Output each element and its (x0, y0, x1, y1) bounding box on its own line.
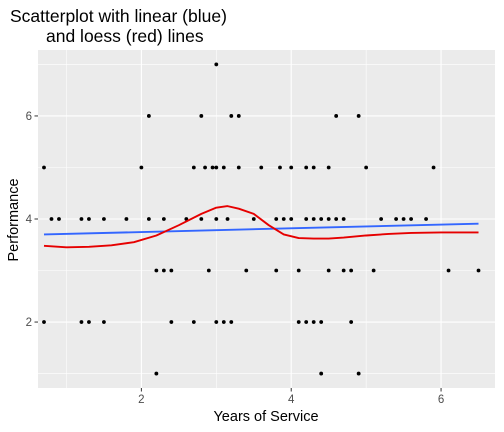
data-point (371, 268, 376, 273)
chart-title-line-2: and loess (red) lines (46, 26, 204, 46)
data-point (296, 268, 301, 273)
data-point (311, 217, 316, 221)
data-point (431, 165, 436, 170)
data-point (304, 165, 309, 170)
data-point (79, 320, 84, 324)
data-point (326, 268, 331, 273)
data-point (139, 165, 144, 170)
y-tick-label: 6 (26, 111, 32, 123)
data-point (102, 320, 106, 324)
data-point (311, 165, 316, 170)
data-point (79, 217, 84, 221)
trend-lines (43, 205, 479, 249)
data-point (326, 217, 331, 221)
data-point (87, 217, 91, 221)
data-point (42, 165, 46, 170)
data-point (191, 165, 196, 170)
x-tick-label: 2 (138, 394, 144, 406)
data-point (146, 114, 151, 118)
data-point (281, 217, 286, 221)
x-tick-label: 4 (288, 394, 295, 406)
data-point (236, 114, 241, 118)
data-point (161, 268, 166, 273)
data-point (161, 217, 166, 221)
data-point (341, 268, 346, 273)
data-point (319, 320, 324, 324)
major-gridlines (38, 50, 495, 388)
y-axis-title: Performance (6, 178, 22, 261)
data-point (274, 217, 279, 221)
data-point (102, 217, 106, 221)
data-point (154, 371, 159, 376)
data-point (229, 320, 234, 324)
data-point (274, 268, 279, 273)
data-point (199, 114, 204, 118)
data-point (49, 217, 54, 221)
loess-line (43, 205, 479, 249)
chart-title-line-1: Scatterplot with linear (blue) (10, 6, 227, 26)
data-point (57, 217, 61, 221)
data-point (304, 217, 309, 221)
data-point (349, 320, 354, 324)
data-point (124, 217, 129, 221)
data-point (210, 165, 215, 170)
data-point (146, 217, 151, 221)
data-point (319, 371, 324, 376)
data-point (401, 217, 406, 221)
data-point (214, 62, 219, 67)
data-point (221, 165, 226, 170)
data-point (229, 114, 234, 118)
x-axis: 2 4 6 (138, 388, 444, 406)
data-point (244, 268, 249, 273)
x-tick-label: 6 (438, 394, 444, 406)
data-point (349, 268, 354, 273)
data-point (356, 371, 361, 376)
y-tick-label: 2 (26, 317, 32, 329)
data-points (42, 62, 481, 376)
data-point (154, 268, 159, 273)
data-point (319, 217, 324, 221)
data-point (236, 165, 241, 170)
data-point (203, 165, 207, 170)
data-point (278, 165, 282, 170)
data-point (326, 165, 331, 170)
data-point (221, 320, 226, 324)
data-point (334, 114, 339, 118)
data-point (206, 268, 211, 273)
x-axis-title: Years of Service (213, 409, 318, 425)
data-point (214, 217, 219, 221)
data-point (87, 320, 91, 324)
data-point (379, 217, 384, 221)
data-point (394, 217, 399, 221)
data-point (476, 268, 481, 273)
data-point (424, 217, 428, 221)
data-point (289, 165, 294, 170)
data-point (169, 320, 174, 324)
data-point (42, 320, 46, 324)
y-axis: 2 4 6 (26, 111, 38, 329)
data-point (199, 217, 204, 221)
data-point (251, 217, 256, 221)
linear-line (43, 222, 479, 236)
data-point (289, 217, 294, 221)
data-point (214, 320, 219, 324)
y-tick-label: 4 (26, 214, 33, 226)
data-point (341, 217, 346, 221)
data-point (304, 320, 309, 324)
data-point (446, 268, 451, 273)
data-point (259, 165, 264, 170)
data-point (364, 165, 369, 170)
data-point (409, 217, 413, 221)
data-point (334, 217, 339, 221)
data-point (311, 320, 316, 324)
data-point (296, 320, 301, 324)
data-point (191, 320, 196, 324)
data-point (169, 268, 174, 273)
data-point (225, 217, 230, 221)
data-point (356, 114, 361, 118)
data-point (214, 165, 219, 170)
